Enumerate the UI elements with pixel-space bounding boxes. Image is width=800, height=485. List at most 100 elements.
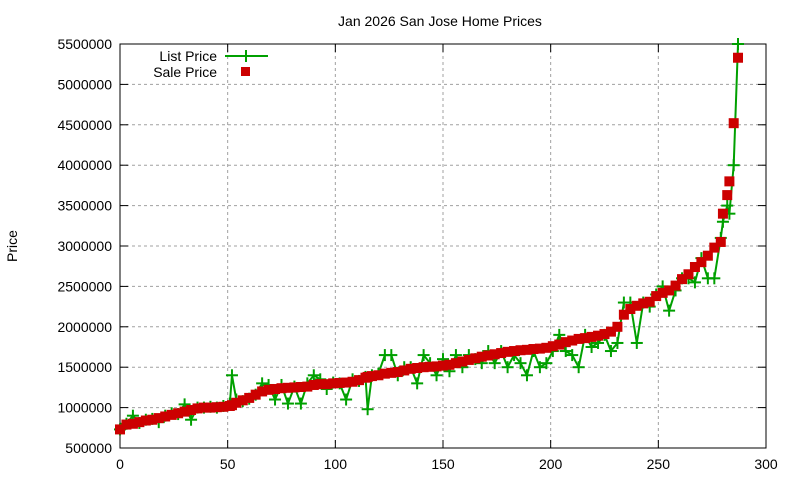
x-tick-label: 0	[116, 456, 124, 472]
sale-price-point	[631, 300, 642, 311]
sale-price-point	[282, 382, 293, 393]
sale-price-point	[405, 363, 416, 374]
sale-price-point	[483, 350, 494, 361]
list-price-point	[540, 357, 553, 370]
sale-price-point	[153, 413, 164, 424]
list-price-point	[240, 50, 252, 62]
x-tick-label: 50	[220, 456, 236, 472]
y-tick-label: 500000	[65, 440, 112, 456]
sale-price-point	[244, 392, 255, 403]
list-price-point	[732, 38, 745, 50]
list-price-point	[585, 341, 598, 353]
sale-price-point	[166, 409, 177, 420]
x-tick-label: 250	[647, 456, 671, 472]
list-price-point	[630, 336, 643, 349]
sale-price-point	[218, 401, 229, 412]
sale-price-point	[657, 287, 668, 298]
sale-price-point	[515, 345, 526, 356]
sale-price-point	[586, 331, 597, 342]
list-price-point	[340, 393, 353, 406]
legend-label-list-price: List Price	[159, 48, 217, 64]
y-tick-label: 4000000	[57, 157, 112, 173]
sale-price-point	[147, 414, 158, 425]
sale-price-point	[186, 405, 197, 416]
sale-price-point	[399, 365, 410, 376]
sale-price-point	[366, 371, 377, 382]
list-price-point	[553, 328, 566, 341]
sale-price-point	[728, 118, 739, 129]
legend: List Price Sale Price	[153, 48, 268, 80]
sale-price-point	[321, 379, 332, 390]
y-tick-label: 3500000	[57, 198, 112, 214]
sale-price-point	[438, 360, 448, 371]
sale-price-point	[412, 363, 423, 374]
legend-label-sale-price: Sale Price	[153, 64, 217, 80]
y-axis-label: Price	[4, 230, 20, 262]
sale-price-point	[418, 362, 429, 373]
y-tick-label: 1000000	[57, 400, 112, 416]
sale-price-point	[664, 285, 675, 296]
sale-price-point	[709, 242, 720, 253]
axes: 500000 1000000 1500000 2000000 2500000 300000…	[57, 36, 777, 472]
sale-price-point	[476, 351, 487, 362]
sale-price-point	[257, 386, 268, 397]
sale-price-point	[341, 377, 352, 388]
list-price-point	[411, 377, 424, 390]
sale-price-point	[425, 361, 436, 372]
plot-border	[119, 43, 767, 449]
sale-price-point	[302, 381, 313, 392]
sale-price-point	[502, 346, 513, 357]
list-price-point	[663, 304, 676, 317]
sale-price-point	[521, 344, 532, 355]
x-tick-label: 150	[431, 456, 455, 472]
legend-marker-sale-price	[241, 67, 250, 76]
sale-price-point	[198, 402, 209, 413]
sale-price-point	[702, 250, 713, 261]
sale-price-point	[379, 368, 390, 379]
sale-price-point	[567, 335, 578, 346]
list-price-point	[520, 369, 533, 382]
sale-price-point	[121, 419, 132, 430]
sale-price-point	[463, 354, 474, 365]
sale-price-point	[547, 341, 558, 352]
sale-price-point	[263, 384, 274, 395]
list-price-point	[225, 369, 238, 382]
sale-price-point	[347, 376, 358, 387]
list-price-point	[385, 349, 398, 362]
sale-price-point	[534, 343, 545, 354]
list-price-point	[688, 276, 701, 289]
list-price-point	[281, 397, 294, 410]
sale-price-point	[250, 389, 261, 400]
list-price-point	[514, 357, 527, 370]
sale-price-point	[489, 349, 500, 360]
list-price-point	[294, 397, 307, 410]
sale-price-point	[677, 274, 688, 285]
sale-price-point	[580, 333, 591, 344]
sale-price-point	[683, 269, 694, 280]
sale-price-point	[270, 384, 281, 395]
sale-price-point	[528, 344, 539, 355]
sale-price-point	[470, 353, 481, 364]
grid	[120, 44, 766, 448]
list-price-point	[708, 272, 721, 285]
sale-price-point	[689, 262, 700, 273]
list-price-point	[307, 369, 320, 382]
sale-price-point	[670, 280, 681, 291]
sale-price-point	[733, 52, 744, 63]
y-tick-label: 3000000	[57, 238, 112, 254]
sale-price-point	[140, 415, 151, 426]
list-price-point	[417, 349, 430, 362]
list-price-point	[566, 349, 579, 362]
sale-price-point	[717, 208, 728, 219]
sale-price-point	[289, 382, 300, 393]
sale-price-point	[696, 257, 707, 268]
sale-price-point	[457, 356, 468, 367]
list-price-point	[727, 159, 740, 172]
sale-price-point	[115, 424, 125, 435]
sale-price-point	[599, 329, 610, 340]
sale-price-point	[127, 418, 138, 429]
sale-price-point	[450, 358, 461, 369]
list-price-point	[572, 361, 585, 374]
sale-price-point	[205, 402, 216, 413]
